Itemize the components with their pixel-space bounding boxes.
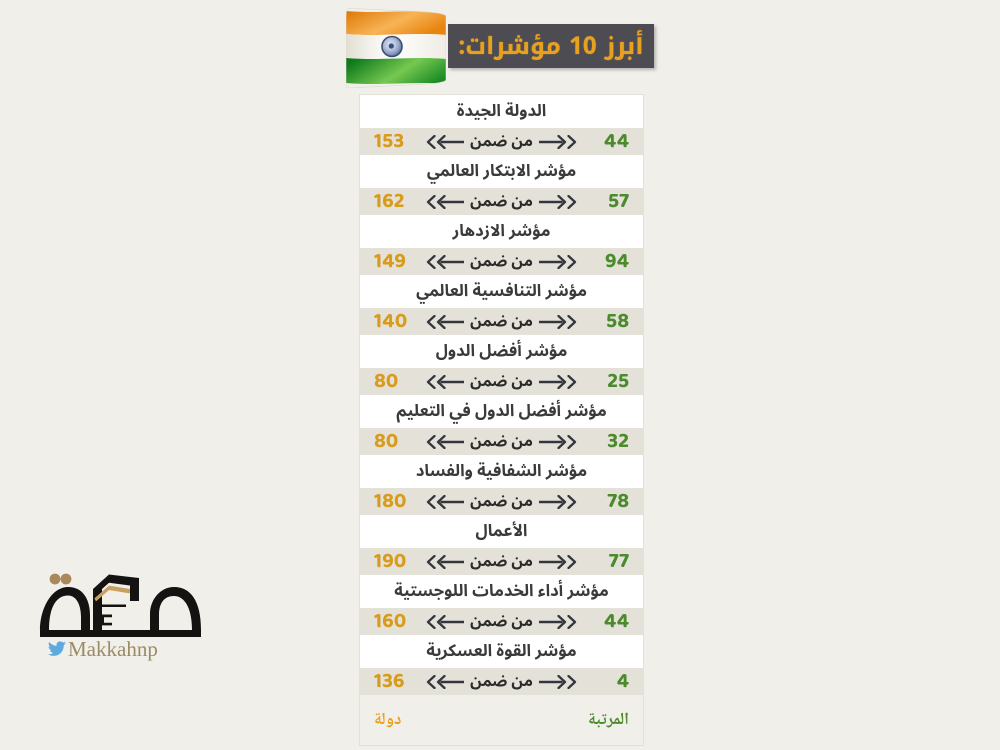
svg-text:Makkahnp: Makkahnp xyxy=(68,637,158,661)
